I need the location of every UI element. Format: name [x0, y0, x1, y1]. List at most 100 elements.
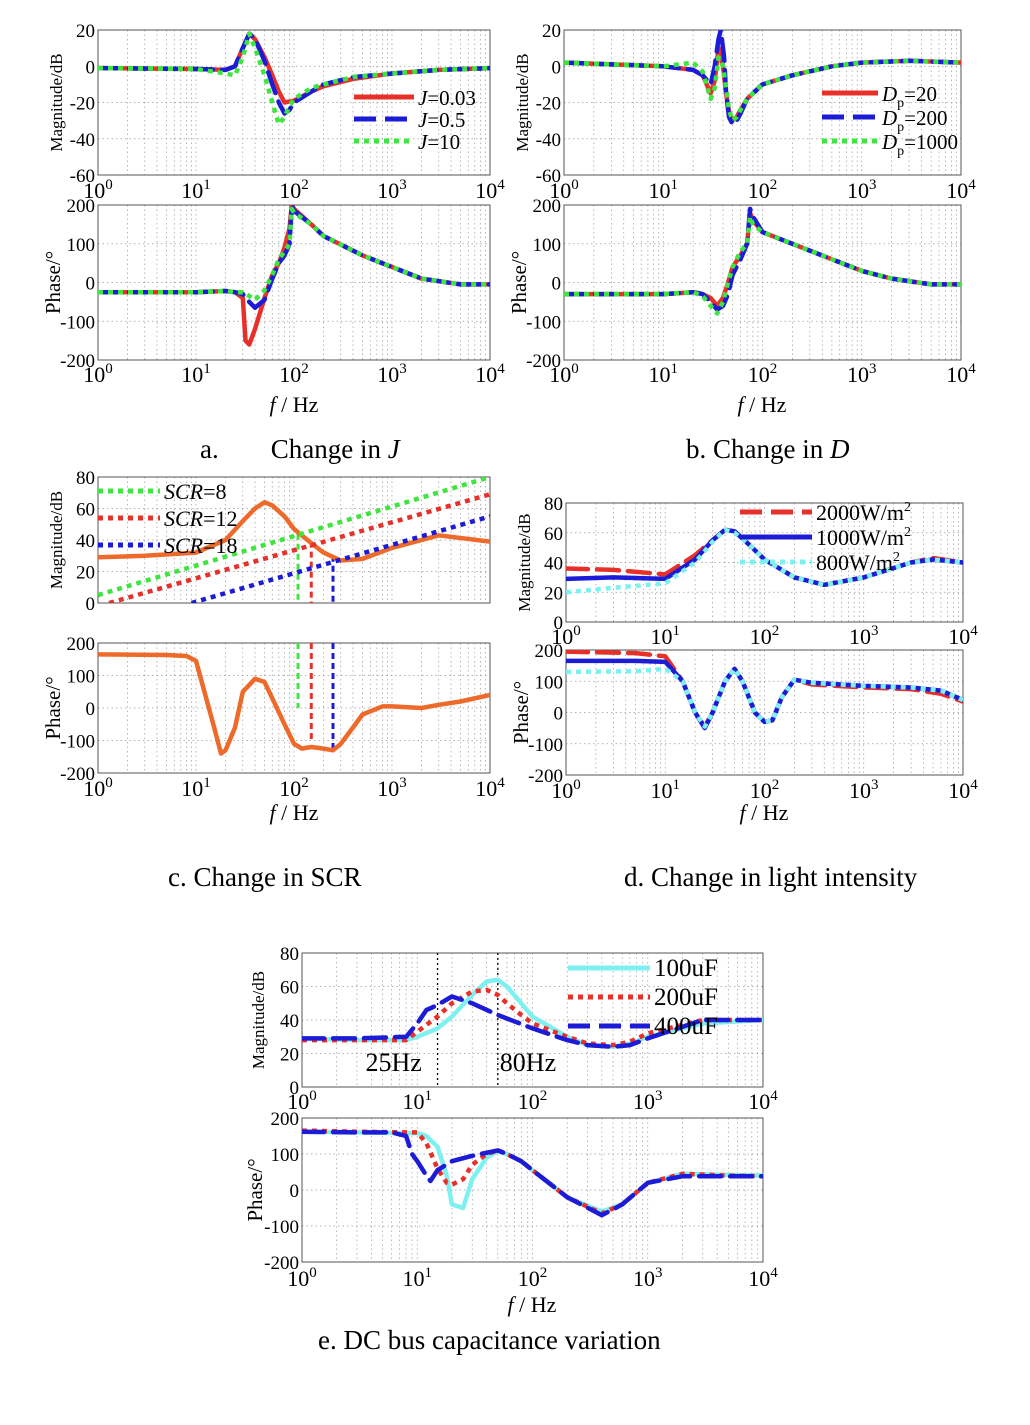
x-tick-label: 100: [287, 1265, 317, 1291]
x-tick-label: 101: [181, 361, 211, 387]
legend-label: J=0.5: [418, 108, 465, 132]
plot-area: [98, 31, 490, 127]
x-tick-label: 102: [750, 623, 780, 649]
y-tick-label: 200: [535, 641, 564, 662]
series-line-impedance: [98, 652, 490, 756]
tick-exp: 2: [770, 177, 778, 193]
tick-exp: 0: [571, 177, 579, 193]
series-line-800w-m2: [566, 666, 963, 729]
legend-sub: p: [897, 120, 904, 135]
legend-sup: 2: [904, 525, 911, 540]
x-tick-label: 103: [377, 361, 407, 387]
tick-base: 10: [649, 178, 671, 203]
x-tick-label: 102: [748, 361, 778, 387]
series-line-1000w-m2: [566, 527, 963, 588]
x-tick-label: 100: [83, 177, 113, 203]
tick-exp: 3: [399, 361, 407, 377]
legend-label: Dp=200: [881, 106, 948, 135]
annotation-label: 25Hz: [366, 1048, 422, 1077]
plot-area: [98, 643, 490, 756]
tick-base: 10: [633, 1089, 655, 1114]
x-tick-label: 102: [750, 777, 780, 803]
legend-val: =12: [203, 506, 237, 531]
x-tick-label: 104: [475, 177, 505, 203]
x-tick-label: 102: [518, 1265, 548, 1291]
tick-exp: 3: [871, 623, 879, 639]
tick-base: 10: [748, 1089, 770, 1114]
tick-base: 10: [946, 178, 968, 203]
y-axis-label: Phase/°: [507, 251, 531, 314]
legend-var: SCR: [164, 506, 204, 531]
x-tick-label: 103: [377, 177, 407, 203]
legend-val: =200: [904, 106, 947, 130]
legend-var: SCR: [164, 533, 204, 558]
legend-label: 2000W/m2: [816, 500, 911, 525]
legend-var: J: [418, 108, 429, 132]
y-tick-label: 200: [67, 634, 96, 655]
y-axis-label: Phase/°: [41, 676, 65, 739]
y-tick-label: 20: [76, 21, 95, 42]
legend-label: 100uF: [654, 955, 718, 982]
x-axis-unit: / Hz: [746, 800, 789, 825]
plot-area: [566, 527, 963, 595]
y-tick-label: 0: [86, 57, 96, 78]
tick-base: 10: [518, 1089, 540, 1114]
plot-frame: [97, 29, 491, 176]
y-tick-label: 40: [280, 1011, 299, 1032]
y-tick-label: 200: [533, 196, 562, 217]
x-tick-label: 101: [181, 177, 211, 203]
series-line-impedance: [98, 499, 490, 563]
tick-exp: 0: [309, 1265, 317, 1281]
y-tick-label: -20: [536, 94, 561, 115]
tick-base: 10: [948, 778, 970, 803]
tick-base: 10: [83, 178, 105, 203]
y-tick-label: 0: [86, 594, 96, 615]
x-tick-label: 100: [83, 361, 113, 387]
x-tick-label: 104: [946, 177, 976, 203]
tick-exp: 3: [399, 177, 407, 193]
plot-area: [564, 206, 961, 316]
series-line-j-0-5: [98, 205, 490, 310]
series-line-scr-12: [108, 492, 490, 603]
x-tick-label: 104: [948, 777, 978, 803]
y-tick-label: 60: [76, 500, 95, 521]
legend-sub: p: [897, 144, 904, 159]
x-axis-var: f: [740, 800, 749, 825]
y-axis-label: Magnitude/dB: [47, 491, 66, 589]
tick-base: 10: [849, 778, 871, 803]
legend-sub: p: [897, 96, 904, 111]
x-tick-label: 101: [651, 777, 681, 803]
tick-exp: 0: [105, 775, 113, 791]
x-tick-label: 102: [518, 1088, 548, 1114]
tick-base: 10: [847, 362, 869, 387]
x-tick-label: 101: [649, 361, 679, 387]
y-tick-label: 200: [271, 1109, 300, 1130]
y-tick-label: -100: [526, 312, 561, 333]
x-axis-unit: / Hz: [744, 392, 787, 417]
y-tick-label: 80: [76, 468, 95, 489]
legend-label: SCR=18: [164, 533, 238, 558]
legend-val: =0.03: [427, 86, 476, 110]
x-axis-label: f / Hz: [738, 392, 787, 417]
tick-base: 10: [403, 1089, 425, 1114]
x-tick-label: 100: [83, 775, 113, 801]
x-axis-var: f: [270, 800, 279, 825]
x-axis-var: f: [738, 392, 747, 417]
x-axis-label: f / Hz: [740, 800, 789, 825]
y-tick-label: -200: [60, 764, 95, 785]
tick-exp: 4: [770, 1088, 778, 1104]
y-tick-label: -40: [536, 130, 561, 151]
tick-base: 10: [181, 362, 203, 387]
annotation-label: 80Hz: [500, 1048, 556, 1077]
gridlines: [302, 1118, 763, 1262]
